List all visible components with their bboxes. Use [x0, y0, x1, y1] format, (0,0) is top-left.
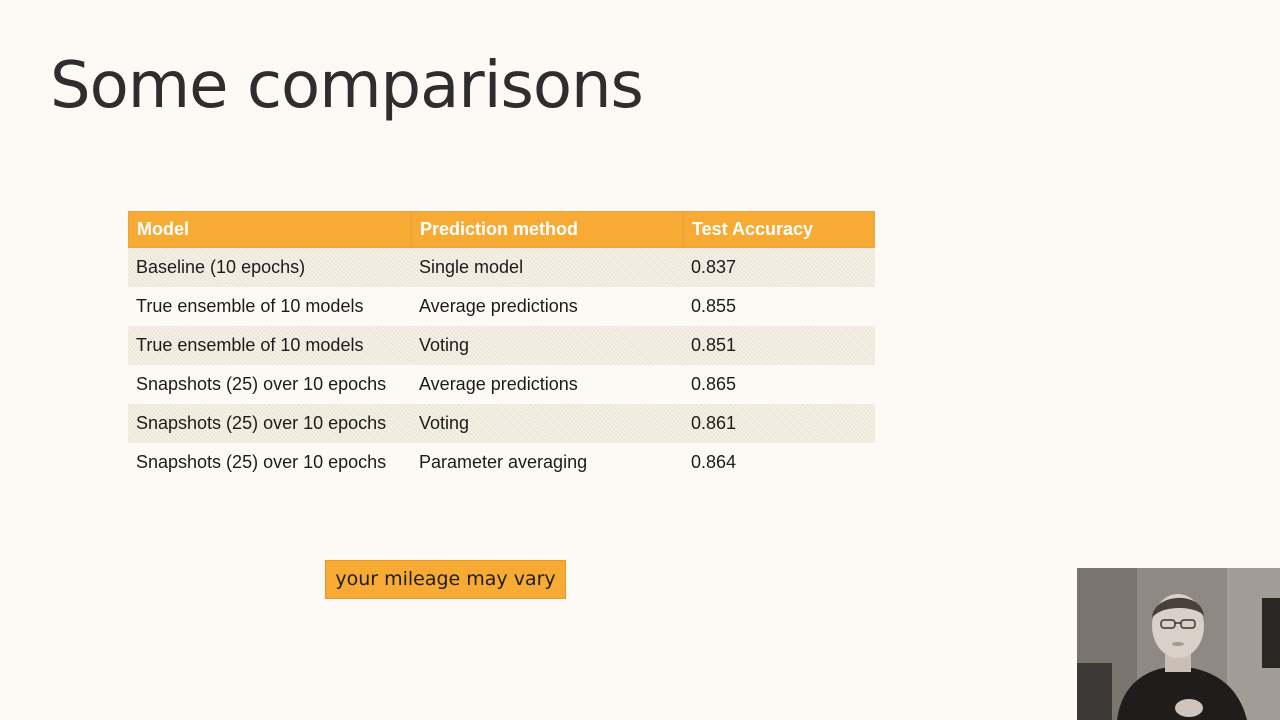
cell-model: Snapshots (25) over 10 epochs: [136, 452, 387, 472]
cell-model: True ensemble of 10 models: [136, 296, 364, 316]
cell-model: Snapshots (25) over 10 epochs: [128, 404, 411, 443]
presenter-video-frame: [1077, 568, 1280, 720]
table-row: True ensemble of 10 models Average predi…: [128, 287, 875, 326]
cell-method: Average predictions: [419, 296, 578, 316]
table-row: Snapshots (25) over 10 epochs Voting 0.8…: [128, 404, 875, 443]
table-row: Baseline (10 epochs) Single model 0.837: [128, 248, 875, 287]
mileage-callout: your mileage may vary: [325, 560, 566, 599]
cell-method: Voting: [411, 404, 683, 443]
table-header-row: Model Prediction method Test Accuracy: [128, 211, 875, 248]
cell-accuracy: 0.851: [683, 326, 875, 365]
cell-method: Voting: [411, 326, 683, 365]
cell-model: Baseline (10 epochs): [128, 248, 411, 287]
cell-accuracy: 0.861: [683, 404, 875, 443]
table-row: Snapshots (25) over 10 epochs Average pr…: [128, 365, 875, 404]
cell-accuracy: 0.865: [691, 374, 737, 394]
header-prediction-method: Prediction method: [411, 211, 683, 248]
comparison-table: Model Prediction method Test Accuracy Ba…: [128, 211, 875, 482]
slide-title: Some comparisons: [50, 49, 644, 123]
cell-method: Average predictions: [419, 374, 578, 394]
cell-method: Single model: [411, 248, 683, 287]
cell-accuracy: 0.864: [691, 452, 737, 472]
header-model: Model: [128, 211, 411, 248]
header-test-accuracy: Test Accuracy: [683, 211, 875, 248]
cell-accuracy: 0.855: [691, 296, 737, 316]
table-row: Snapshots (25) over 10 epochs Parameter …: [128, 443, 875, 482]
webcam-overlay: [1077, 568, 1280, 720]
cell-accuracy: 0.837: [683, 248, 875, 287]
cell-method: Parameter averaging: [419, 452, 588, 472]
table-row: True ensemble of 10 models Voting 0.851: [128, 326, 875, 365]
cell-model: True ensemble of 10 models: [128, 326, 411, 365]
cell-model: Snapshots (25) over 10 epochs: [136, 374, 387, 394]
